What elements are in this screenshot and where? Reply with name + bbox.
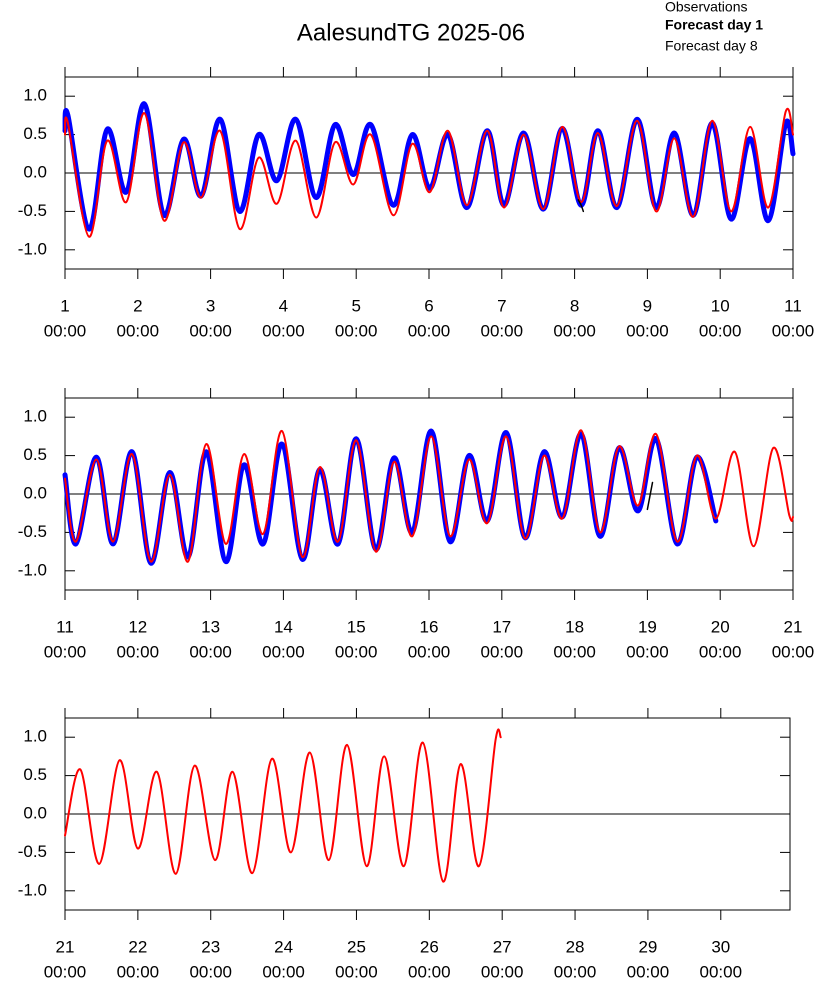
chart-title: AalesundTG 2025-06 [297,19,525,46]
x-tick-time: 00:00 [189,642,232,661]
x-tick-time: 00:00 [117,321,160,340]
x-tick-label: 21 [784,617,803,636]
y-tick-label: -1.0 [18,239,47,258]
y-tick-label: -0.5 [18,522,47,541]
series-line [577,199,585,213]
x-tick-time: 00:00 [627,962,670,981]
x-tick-label: 22 [128,937,147,956]
series-line [64,107,794,238]
series-line [646,481,654,511]
y-tick-label: -1.0 [18,880,47,899]
x-tick-time: 00:00 [699,642,742,661]
x-tick-time: 00:00 [44,321,87,340]
legend-entry: Observations [665,0,747,15]
x-tick-time: 00:00 [553,321,596,340]
y-tick-label: 1.0 [23,86,47,105]
x-tick-label: 24 [274,937,293,956]
x-tick-time: 00:00 [700,962,743,981]
x-tick-time: 00:00 [699,321,742,340]
legend-entry: Forecast day 1 [665,17,763,33]
x-tick-label: 1 [60,296,69,315]
x-tick-time: 00:00 [262,321,305,340]
x-tick-time: 00:00 [772,321,815,340]
y-tick-label: 1.0 [23,407,47,426]
x-tick-time: 00:00 [262,642,305,661]
y-tick-label: 0.5 [23,765,47,784]
x-tick-label: 19 [638,617,657,636]
x-tick-time: 00:00 [335,321,378,340]
x-tick-label: 2 [133,296,142,315]
x-tick-label: 20 [711,617,730,636]
x-tick-label: 6 [424,296,433,315]
x-tick-time: 00:00 [335,642,378,661]
x-tick-time: 00:00 [408,321,451,340]
x-tick-label: 9 [643,296,652,315]
x-tick-label: 28 [566,937,585,956]
x-tick-time: 00:00 [408,642,451,661]
x-tick-label: 17 [492,617,511,636]
series-line [64,728,502,883]
x-tick-label: 14 [274,617,293,636]
series-line [62,428,719,566]
x-tick-time: 00:00 [481,321,524,340]
x-tick-label: 27 [493,937,512,956]
x-tick-label: 7 [497,296,506,315]
y-tick-label: 0.5 [23,124,47,143]
series-line [62,101,796,232]
x-tick-time: 00:00 [481,962,524,981]
x-tick-label: 5 [351,296,360,315]
x-tick-time: 00:00 [262,962,305,981]
x-tick-label: 3 [206,296,215,315]
x-tick-time: 00:00 [481,642,524,661]
x-tick-time: 00:00 [626,321,669,340]
x-tick-label: 16 [420,617,439,636]
x-tick-time: 00:00 [44,642,87,661]
x-tick-label: 13 [201,617,220,636]
x-tick-time: 00:00 [626,642,669,661]
legend-entry: Forecast day 8 [665,38,758,54]
y-tick-label: 0.0 [23,803,47,822]
x-tick-label: 21 [56,937,75,956]
y-tick-label: 0.0 [23,483,47,502]
y-tick-label: -0.5 [18,201,47,220]
x-tick-time: 00:00 [335,962,378,981]
x-tick-label: 11 [784,296,802,315]
x-tick-time: 00:00 [553,642,596,661]
x-tick-time: 00:00 [189,962,232,981]
x-tick-label: 11 [56,617,74,636]
x-tick-time: 00:00 [554,962,597,981]
x-tick-time: 00:00 [408,962,451,981]
x-tick-label: 25 [347,937,366,956]
x-tick-time: 00:00 [117,962,160,981]
y-tick-label: -1.0 [18,560,47,579]
series-line [64,429,794,563]
y-tick-label: 0.0 [23,162,47,181]
x-tick-time: 00:00 [189,321,232,340]
x-tick-label: 8 [570,296,579,315]
x-tick-label: 23 [201,937,220,956]
x-tick-label: 10 [711,296,730,315]
x-tick-label: 18 [565,617,584,636]
x-tick-time: 00:00 [44,962,87,981]
x-tick-label: 12 [128,617,147,636]
y-tick-label: 0.5 [23,445,47,464]
x-tick-time: 00:00 [117,642,160,661]
x-tick-label: 30 [711,937,730,956]
x-tick-time: 00:00 [772,642,815,661]
y-tick-label: -0.5 [18,842,47,861]
x-tick-label: 4 [279,296,288,315]
x-tick-label: 29 [638,937,657,956]
y-tick-label: 1.0 [23,727,47,746]
x-tick-label: 15 [347,617,366,636]
x-tick-label: 26 [420,937,439,956]
